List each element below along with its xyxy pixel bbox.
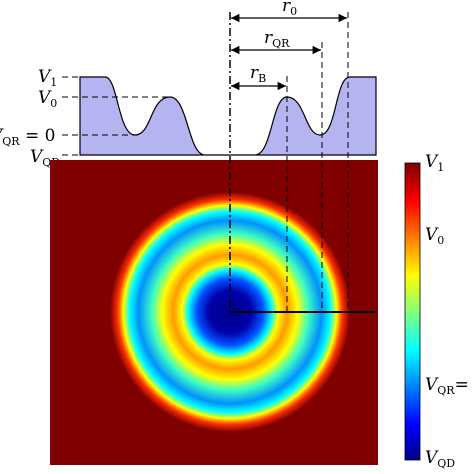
label-part: 1 <box>50 76 57 89</box>
colorbar-vqr: VQR= <box>425 375 469 397</box>
label-part: 0 <box>290 5 297 18</box>
label-part: V <box>425 152 439 172</box>
label-part: V <box>0 126 4 146</box>
label-part: QR <box>2 135 20 148</box>
label-part: V <box>425 225 439 245</box>
label-v0: V0 <box>38 88 57 110</box>
label-part: QR <box>437 384 455 397</box>
label-rqr: rQR <box>264 28 290 50</box>
label-r0: r0 <box>282 0 297 18</box>
label-part: = 0 <box>20 126 56 146</box>
label-part: V <box>425 375 439 395</box>
label-vqr: VQR = 0 <box>0 126 55 148</box>
colorbar-vqd: VQD <box>425 448 455 470</box>
label-part: 1 <box>437 161 444 174</box>
level-lines <box>62 76 170 156</box>
label-part: 0 <box>437 234 444 247</box>
label-part: V <box>38 88 52 108</box>
label-part: QR <box>272 37 290 50</box>
label-part: V <box>425 448 439 468</box>
colorbar <box>404 162 421 461</box>
label-v1: V1 <box>38 67 57 89</box>
colorbar-v1: V1 <box>425 152 444 174</box>
label-rb: rB <box>250 63 266 85</box>
colorbar-v0: V0 <box>425 225 444 247</box>
radius-arrows <box>231 13 347 91</box>
label-part: = <box>455 375 469 395</box>
label-part: QD <box>437 457 455 470</box>
label-part: r <box>264 28 273 48</box>
label-part: r <box>250 63 259 83</box>
label-part: B <box>258 72 266 85</box>
label-part: V <box>30 147 44 167</box>
label-part: V <box>38 67 52 87</box>
label-part: 0 <box>50 97 57 110</box>
radius-guides <box>286 12 349 312</box>
potential-profile <box>79 76 377 156</box>
label-part: r <box>282 0 291 16</box>
